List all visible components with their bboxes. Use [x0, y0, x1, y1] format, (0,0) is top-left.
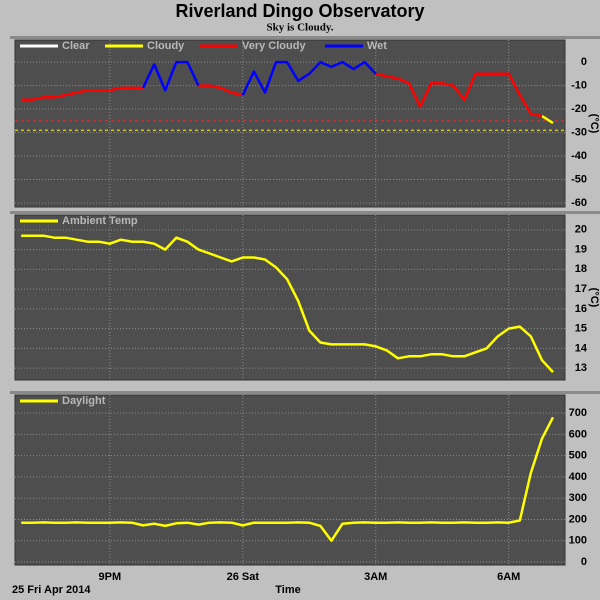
date-label: 25 Fri Apr 2014: [12, 584, 91, 596]
data-line: [141, 60, 377, 96]
y-tick-label: -60: [571, 197, 587, 209]
data-line: [21, 416, 555, 542]
y-tick-label: 100: [569, 535, 587, 547]
data-line: [21, 234, 554, 373]
y-tick-label: 20: [575, 224, 587, 236]
y-tick-label: 19: [575, 243, 587, 255]
separator: [10, 211, 600, 214]
y-tick-label: 600: [569, 428, 587, 440]
y-tick-label: -50: [571, 173, 587, 185]
legend-label: Cloudy: [147, 40, 185, 52]
x-tick-label: 9PM: [99, 571, 122, 583]
y-tick-label: 500: [569, 450, 587, 462]
legend-label: Daylight: [62, 395, 106, 407]
y-tick-label: 18: [575, 263, 587, 275]
chart-subtitle: Sky is Cloudy.: [267, 22, 334, 34]
separator: [10, 391, 600, 394]
y-tick-label: -20: [571, 103, 587, 115]
data-line: [541, 115, 554, 125]
data-line: [21, 72, 543, 118]
y-tick-label: 13: [575, 362, 587, 374]
x-tick-label: 6AM: [497, 571, 520, 583]
separator: [10, 36, 600, 39]
x-axis-label: Time: [275, 584, 300, 596]
y-tick-label: 400: [569, 471, 587, 483]
y-tick-label: -30: [571, 126, 587, 138]
legend-label: Clear: [62, 40, 90, 52]
y-tick-label: -10: [571, 79, 587, 91]
y-tick-label: 0: [581, 556, 587, 568]
plot-area: [14, 214, 566, 381]
y-axis-label: (°C): [588, 114, 600, 134]
legend-label: Ambient Temp: [62, 215, 138, 227]
plot-area: [14, 394, 566, 566]
y-axis-label: (°C): [588, 288, 600, 308]
legend-label: Very Cloudy: [242, 40, 306, 52]
x-tick-label: 26 Sat: [227, 571, 260, 583]
y-tick-label: 17: [575, 283, 587, 295]
y-tick-label: 14: [575, 342, 588, 354]
y-tick-label: -40: [571, 150, 587, 162]
y-tick-label: 200: [569, 513, 587, 525]
y-tick-label: 0: [581, 56, 587, 68]
legend-label: Wet: [367, 40, 387, 52]
y-tick-label: 700: [569, 407, 587, 419]
x-tick-label: 3AM: [364, 571, 387, 583]
y-tick-label: 15: [575, 323, 587, 335]
chart-title: Riverland Dingo Observatory: [175, 1, 424, 21]
y-tick-label: 16: [575, 303, 587, 315]
y-tick-label: 300: [569, 492, 587, 504]
